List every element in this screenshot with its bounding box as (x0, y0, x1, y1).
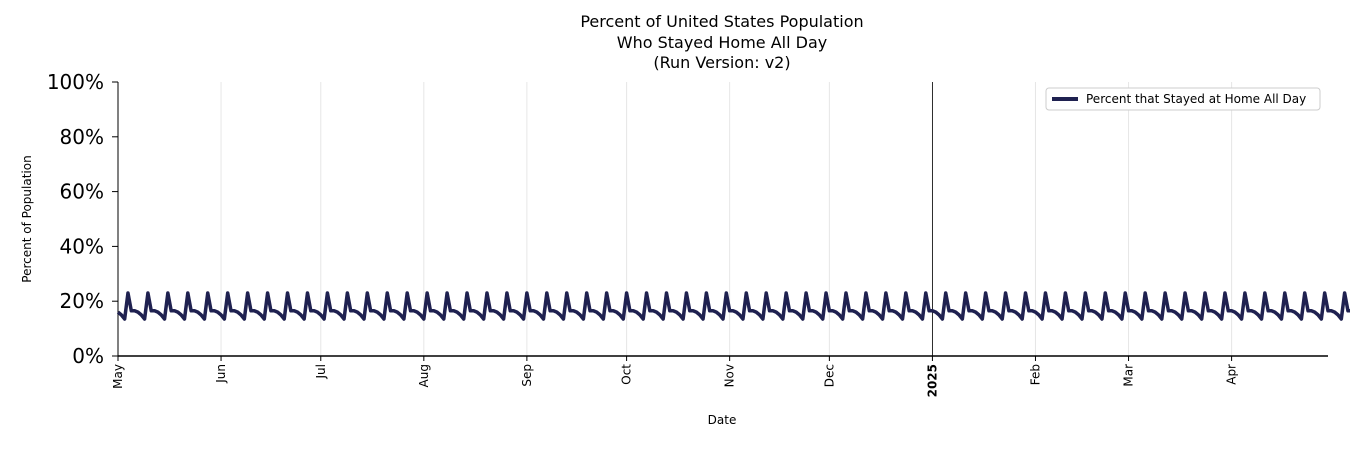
x-tick-label-10: Mar (1122, 364, 1136, 387)
x-tick-label-0: May (111, 364, 125, 389)
y-tick-label-4: 80% (60, 125, 104, 149)
x-axis: May Jun Jul Aug Sep Oct Nov Dec 2025 Feb Mar Apr (111, 355, 1328, 397)
y-axis: 0% 20% 40% 60% 80% 100% (47, 70, 119, 368)
y-tick-label-5: 100% (47, 70, 104, 94)
chart-title-line-2: Who Stayed Home All Day (617, 33, 827, 52)
x-tick-label-5: Oct (620, 364, 634, 385)
y-tick-label-3: 60% (60, 180, 104, 204)
y-tick-label-1: 20% (60, 289, 104, 313)
x-tick-label-1: Jun (214, 364, 228, 384)
legend-entry-label: Percent that Stayed at Home All Day (1086, 92, 1306, 106)
chart-title: Percent of United States Population Who … (580, 12, 863, 72)
y-tick-label-2: 40% (60, 234, 104, 258)
y-tick-label-0: 0% (72, 344, 104, 368)
x-axis-label: Date (708, 413, 737, 427)
y-axis-label: Percent of Population (20, 155, 34, 282)
legend: Percent that Stayed at Home All Day (1045, 87, 1321, 111)
x-tick-label-4: Sep (520, 364, 534, 387)
series-layer (116, 291, 1350, 321)
x-tick-label-11: Apr (1225, 364, 1239, 385)
x-tick-label-7: Dec (822, 364, 836, 387)
x-tick-label-2: Jul (314, 364, 328, 379)
x-tick-label-9: Feb (1028, 364, 1042, 385)
x-tick-label-8: 2025 (925, 364, 939, 397)
chart-title-line-3: (Run Version: v2) (653, 53, 790, 72)
series-line-0 (116, 291, 1350, 321)
chart-title-line-1: Percent of United States Population (580, 12, 863, 31)
x-tick-label-3: Aug (417, 364, 431, 387)
x-tick-label-6: Nov (723, 364, 737, 387)
legend-box (1045, 87, 1321, 111)
